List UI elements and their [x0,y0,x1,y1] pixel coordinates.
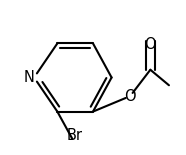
Text: O: O [124,89,136,104]
Text: Br: Br [66,128,82,143]
Text: N: N [23,70,34,85]
Text: O: O [145,37,156,52]
